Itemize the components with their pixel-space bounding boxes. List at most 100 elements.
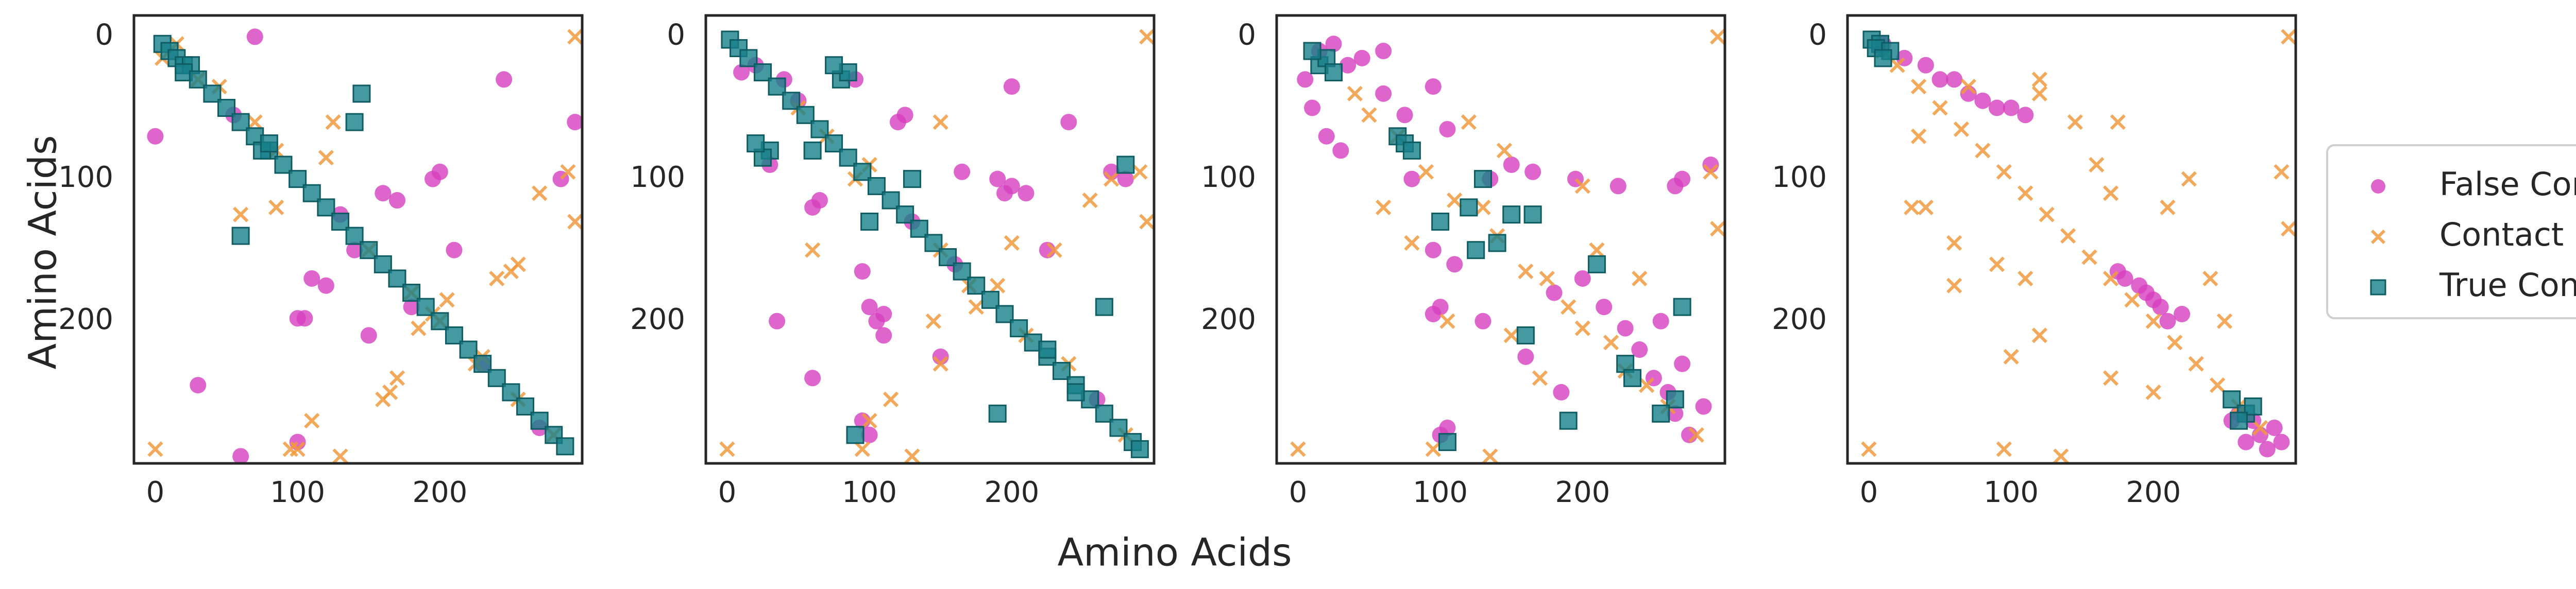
false-contact-point xyxy=(1325,36,1342,53)
legend-frame xyxy=(2326,144,2576,319)
false-contact-point xyxy=(1396,107,1413,124)
false-contact-point xyxy=(1475,313,1492,330)
contact-lost-point xyxy=(1574,178,1590,194)
contact-lost-point xyxy=(2188,356,2204,372)
contact-lost-point xyxy=(1539,270,1555,287)
contact-lost-point xyxy=(1710,29,1726,45)
contact-lost-point xyxy=(968,299,984,315)
false-contact-point xyxy=(303,270,320,287)
contact-lost-point xyxy=(1910,128,1927,144)
contact-lost-point xyxy=(1638,377,1655,393)
contact-lost-point xyxy=(933,356,948,372)
false-contact-point xyxy=(1917,57,1934,74)
false-contact-point xyxy=(769,313,786,330)
legend-label-false-contact: False Contact xyxy=(2439,165,2576,203)
x-tick-label: 0 xyxy=(718,476,737,509)
false-contact-point xyxy=(854,263,871,280)
contact-lost-point xyxy=(1376,199,1392,215)
contact-lost-point xyxy=(147,441,163,457)
false-contact-point xyxy=(1617,320,1634,337)
true-contact-point xyxy=(903,170,921,188)
y-tick-label: 200 xyxy=(630,303,685,336)
false-contact-point xyxy=(1989,99,2005,116)
contact-lost-point xyxy=(2060,228,2076,244)
false-contact-point xyxy=(147,128,164,145)
contact-lost-point xyxy=(2124,292,2140,308)
contact-lost-point xyxy=(933,114,948,130)
false-contact-point xyxy=(1674,355,1691,372)
false-contact-point xyxy=(811,192,828,209)
false-contact-point xyxy=(246,28,263,45)
contact-lost-point xyxy=(1290,441,1306,457)
false-contact-point xyxy=(1332,142,1349,159)
false-contact-point xyxy=(1425,78,1442,95)
true-contact-point xyxy=(388,269,406,288)
true-contact-point xyxy=(988,404,1007,423)
contact-lost-point xyxy=(1918,199,1934,215)
true-contact-point xyxy=(1095,298,1113,316)
true-contact-point xyxy=(530,411,549,430)
x-tick-label: 200 xyxy=(984,476,1039,509)
true-contact-point xyxy=(839,148,857,167)
true-contact-point xyxy=(459,340,478,359)
contact-lost-point xyxy=(861,413,877,429)
false-contact-point xyxy=(1375,85,1392,102)
contact-lost-point xyxy=(1975,143,1991,159)
contact-lost-point xyxy=(2031,327,2047,343)
true-contact-point xyxy=(556,437,574,456)
false-contact-point xyxy=(2152,299,2169,316)
false-contact-point xyxy=(1609,178,1626,195)
false-contact-point xyxy=(1974,92,1991,109)
x-tick-label: 0 xyxy=(146,476,165,509)
true-contact-point xyxy=(1473,170,1492,188)
false-contact-point xyxy=(2273,434,2290,451)
false-contact-point xyxy=(1546,284,1563,301)
true-contact-point xyxy=(803,141,822,160)
contact-lost-point xyxy=(1989,256,2005,272)
false-contact-point xyxy=(232,448,249,465)
false-contact-point xyxy=(804,370,821,387)
false-contact-point xyxy=(875,327,892,344)
false-contact-point xyxy=(2174,306,2191,322)
true-contact-point xyxy=(345,113,364,131)
contact-lost-point xyxy=(2103,270,2119,287)
contact-lost-point xyxy=(1475,199,1491,215)
contact-lost-point xyxy=(489,270,505,287)
x-tick-label: 100 xyxy=(1413,476,1468,509)
y-tick-label: 0 xyxy=(1238,19,1256,52)
x-tick-label: 100 xyxy=(842,476,897,509)
contact-lost-point xyxy=(1482,448,1498,464)
contact-lost-point xyxy=(2053,448,2069,464)
false-contact-point xyxy=(1340,57,1357,74)
contact-lost-point xyxy=(1603,335,1619,351)
false-contact-point xyxy=(1631,341,1648,358)
contact-lost-point xyxy=(2181,171,2197,187)
contact-lost-point xyxy=(1347,85,1363,102)
contact-lost-point xyxy=(439,292,455,308)
legend-label-true-contact: True Contact xyxy=(2439,266,2576,304)
contact-lost-point xyxy=(2202,270,2218,287)
false-contact-point xyxy=(1574,270,1591,287)
plot-frame xyxy=(1846,14,2297,465)
false-contact-point xyxy=(1524,163,1541,180)
contact-lost-point xyxy=(2145,384,2161,401)
contact-lost-point xyxy=(2281,221,2297,237)
true-contact-point xyxy=(1467,241,1485,259)
false-contact-point xyxy=(2238,434,2255,451)
y-tick-label: 200 xyxy=(58,303,113,336)
contact-lost-point xyxy=(2018,270,2033,287)
contact-lost-point xyxy=(925,313,942,329)
x-tick-label: 200 xyxy=(412,476,467,509)
contact-lost-point xyxy=(1447,192,1463,209)
false-contact-point xyxy=(1117,170,1134,187)
false-contact-point xyxy=(1060,114,1077,131)
contact-lost-point xyxy=(1574,320,1590,336)
false-contact-point xyxy=(896,107,913,124)
true-contact-point xyxy=(1324,63,1343,81)
x-axis-label: Amino Acids xyxy=(1057,531,1292,575)
contact-lost-point xyxy=(1561,299,1577,315)
true-contact-point xyxy=(374,255,392,273)
false-contact-point xyxy=(1439,419,1456,436)
contact-lost-point xyxy=(1461,114,1477,130)
panel-4: 0 100 200 0 100 200 xyxy=(1772,14,2297,509)
